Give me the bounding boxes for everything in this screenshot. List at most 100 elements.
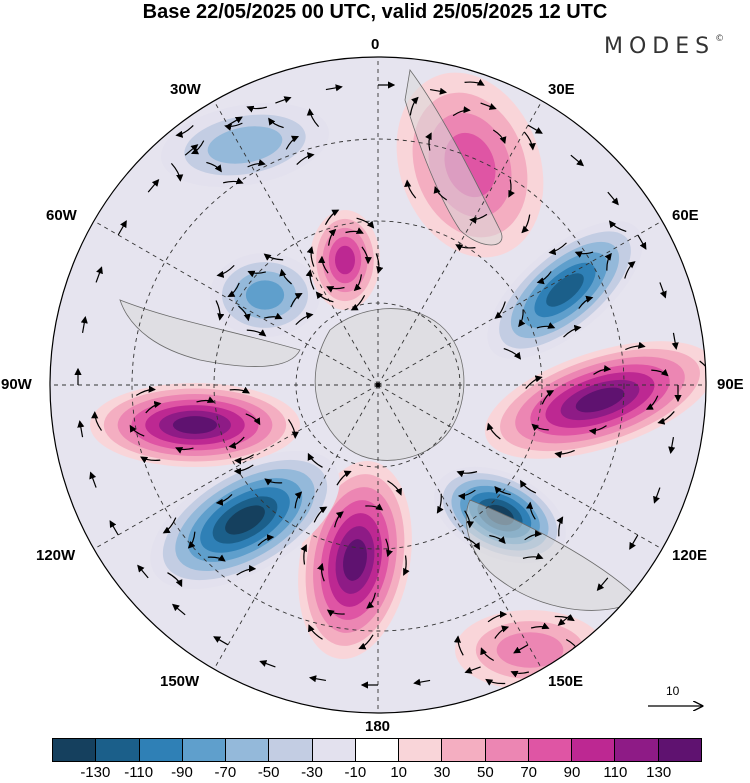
wind-arrow (550, 661, 566, 675)
colorbar-tick-label: 110 (603, 764, 628, 781)
wind-arrow (129, 424, 145, 437)
lon-label-120e: 120E (672, 547, 708, 564)
wind-arrow (657, 411, 675, 425)
wind-arrow (429, 87, 448, 95)
wind-arrow (492, 129, 507, 145)
wind-arrow (570, 154, 585, 167)
wind-arrow (234, 454, 255, 465)
wind-arrow (608, 220, 627, 232)
wind-arrow (625, 341, 646, 351)
colorbar-tick-label: -110 (124, 764, 154, 781)
wind-arrow (358, 634, 374, 650)
lon-label-90w: 90W (1, 376, 32, 393)
wind-arrow (207, 554, 226, 562)
wind-arrow (257, 534, 275, 546)
wind-arrow (268, 117, 284, 129)
wind-arrow (326, 286, 345, 293)
lon-label-60e: 60E (672, 207, 699, 224)
colorbar (52, 738, 702, 762)
reference-vector: 10 (646, 684, 706, 714)
wind-arrow (596, 644, 607, 665)
wind-arrow (308, 624, 323, 640)
africa-coast (404, 69, 503, 246)
antarctica (314, 308, 465, 461)
wind-arrow (536, 271, 552, 285)
anomaly-contour (335, 245, 355, 275)
wind-arrow (375, 253, 384, 274)
meridian (377, 384, 663, 550)
colorbar-tick-label: 70 (520, 764, 537, 781)
colorbar-swatch (615, 739, 659, 761)
wind-arrow (295, 312, 314, 326)
wind-arrow (356, 217, 375, 229)
wind-arrow (162, 517, 177, 534)
wind-arrow (167, 572, 183, 588)
wind-arrow (137, 564, 149, 579)
wind-arrow (541, 390, 555, 405)
colorbar-swatch (269, 739, 313, 761)
wind-arrow (228, 436, 245, 450)
meridian (93, 220, 379, 386)
wind-arrow (518, 309, 526, 328)
latitude-circle (131, 138, 625, 632)
wind-arrow (264, 312, 283, 320)
colorbar-tick-label: -90 (171, 764, 193, 781)
wind-arrow (227, 116, 243, 126)
wind-arrow (306, 246, 315, 267)
wind-arrow (233, 464, 254, 476)
wind-arrow (306, 108, 320, 128)
wind-arrow (520, 479, 537, 494)
wind-arrow (455, 244, 476, 251)
wind-arrow (503, 348, 522, 360)
wind-arrow (334, 511, 344, 528)
wind-arrow (464, 666, 481, 674)
wind-arrow (294, 491, 303, 509)
wind-arrow (387, 480, 402, 496)
wind-arrow (588, 425, 607, 436)
lon-label-150e: 150E (548, 673, 584, 690)
graticule (50, 57, 706, 713)
wind-arrow (668, 436, 676, 455)
wind-arrow (187, 531, 196, 549)
wind-arrow (353, 274, 363, 292)
wind-arrow (366, 592, 376, 609)
wind-arrow (413, 678, 431, 686)
anomaly-contour (343, 539, 367, 581)
wind-arrow (494, 486, 511, 496)
colorbar-tick-label: 30 (433, 764, 451, 781)
lon-label-120w: 120W (36, 547, 76, 564)
wind-arrow (216, 264, 235, 278)
wind-arrow (653, 487, 661, 504)
wind-arrow (480, 102, 497, 110)
wind-arrow (77, 420, 85, 438)
wind-arrow (324, 209, 340, 226)
wind-arrow (578, 295, 594, 309)
map-boundary (49, 56, 707, 714)
wind-arrow (224, 122, 243, 131)
wind-arrow (385, 538, 393, 558)
wind-arrow (651, 368, 669, 377)
lon-label-0: 0 (371, 36, 380, 53)
wind-arrow (145, 400, 162, 414)
wind-arrow (117, 220, 127, 236)
wind-arrow (238, 305, 251, 322)
wind-arrow (596, 577, 609, 592)
colorbar-swatch (139, 739, 183, 761)
wind-arrow (563, 324, 582, 338)
wind-arrow (215, 300, 225, 321)
lon-label-150w: 150W (160, 673, 200, 690)
wind-arrow (327, 228, 337, 246)
wind-arrow (140, 456, 161, 464)
colorbar-tick-label: 10 (390, 764, 407, 781)
map-title: Base 22/05/2025 00 UTC, valid 25/05/2025… (142, 1, 608, 23)
colorbar-swatch (528, 739, 573, 761)
wind-arrow (305, 269, 315, 290)
lon-label-30w: 30W (170, 81, 201, 98)
lon-label-60w: 60W (46, 207, 77, 224)
wind-arrow (236, 564, 257, 576)
wind-arrow (135, 385, 156, 396)
wind-arrow (245, 413, 261, 426)
wind-arrow (531, 423, 549, 432)
wind-arrow (175, 447, 194, 454)
